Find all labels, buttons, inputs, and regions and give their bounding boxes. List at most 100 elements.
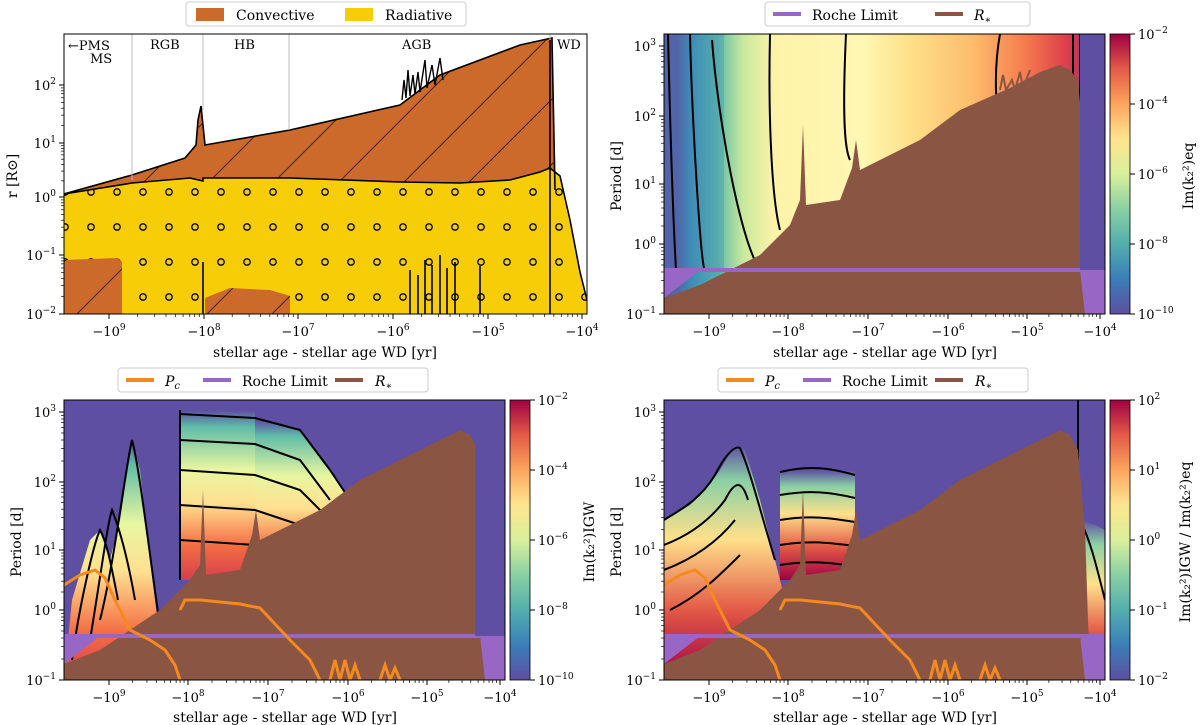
- x-tick-label: −107: [251, 689, 284, 706]
- x-tick-label: −104: [565, 323, 598, 340]
- rstar-area-igw: [64, 430, 490, 680]
- panel-structure: Convective Radiative ←PMS M: [5, 1, 599, 361]
- x-tick-label: −105: [1010, 689, 1043, 706]
- x-tick-label: −108: [771, 689, 804, 706]
- y-tick-label: 10−1: [26, 672, 56, 689]
- pc-line-igw: [64, 568, 402, 680]
- igw-wd-band: [475, 400, 505, 636]
- x-axis-label-igw: stellar age - stellar age WD [yr]: [173, 710, 397, 725]
- x-tick-label: −106: [376, 323, 409, 340]
- core-outline: [64, 167, 587, 301]
- phase-dividers: [131, 34, 551, 180]
- colorbar-tick-label: 10−6: [538, 532, 568, 549]
- panel-eq: Roche Limit R∗ −109 −108 −107 −106 −105 −104 …: [609, 1, 1197, 361]
- colorbar-tick-label: 10−8: [1138, 236, 1168, 253]
- igw-block-hb: [180, 410, 255, 580]
- x-axis-label-ratio: stellar age - stellar age WD [yr]: [773, 710, 997, 725]
- y-axis-structure: 10−2 10−1 100 101 102: [26, 77, 64, 323]
- x-axis-eq: −109 −108 −107 −106 −105 −104: [692, 314, 1117, 340]
- colorbar-tick-label: 10−1: [1138, 602, 1168, 619]
- phase-label-ms: MS: [90, 52, 112, 67]
- colorbar-ratio: [1109, 399, 1131, 681]
- legend-label-roche: Roche Limit: [242, 374, 328, 390]
- phase-label-hb: HB: [234, 38, 255, 53]
- y-tick-label: 103: [634, 38, 657, 55]
- x-axis-igw: −109 −108 −107 −106 −105 −104: [92, 680, 517, 706]
- plot-frame-eq: [663, 33, 1106, 315]
- y-axis-label-structure: r [R⊙]: [5, 154, 21, 198]
- colorbar-tick-label: 100: [1138, 532, 1161, 549]
- y-tick-label: 100: [34, 189, 57, 206]
- colorbar-tick-label: 10−4: [1138, 96, 1168, 113]
- colorbar-igw: [509, 399, 531, 681]
- x-tick-label: −105: [410, 689, 443, 706]
- legend-swatch-convective: [196, 8, 224, 21]
- plot-frame-igw: [63, 399, 506, 681]
- phase-label-rgb: RGB: [150, 38, 180, 53]
- phase-label-agb: AGB: [401, 38, 431, 53]
- y-axis-ratio: 10−1 100 101 102 103: [626, 404, 664, 689]
- colorbar-axis-ratio: 10−2 10−1 100 101 102: [1130, 392, 1168, 689]
- colorbar-tick-label: 10−8: [538, 602, 568, 619]
- y-axis-igw: 10−1 100 101 102 103: [26, 404, 64, 689]
- colorbar-tick-label: 10−6: [1138, 166, 1168, 183]
- legend-igw: Pc Roche Limit R∗: [117, 367, 429, 393]
- x-tick-label: −106: [931, 689, 964, 706]
- legend-swatch-radiative: [345, 8, 373, 21]
- x-tick-label: −106: [331, 689, 364, 706]
- phase-label-wd: WD: [557, 38, 581, 53]
- x-tick-label: −107: [851, 323, 884, 340]
- envelope-outline: [64, 37, 556, 195]
- legend-label-convective: Convective: [236, 8, 315, 24]
- y-tick-label: 100: [34, 602, 57, 619]
- legend-label-roche: Roche Limit: [812, 8, 898, 24]
- y-axis-eq: 10−1 100 101 102 103: [626, 38, 664, 323]
- convective-core-hb-hatch: [205, 288, 290, 314]
- x-tick-label: −105: [1010, 323, 1043, 340]
- colorbar-tick-label: 10−10: [538, 672, 574, 689]
- x-tick-label: −108: [771, 323, 804, 340]
- pc-line-ratio: [664, 568, 1002, 680]
- y-tick-label: 10−1: [26, 247, 56, 264]
- colorbar-axis-igw: 10−10 10−8 10−6 10−4 10−2: [530, 392, 574, 689]
- rstar-spikes-eq: [999, 69, 1031, 94]
- x-axis-label-structure: stellar age - stellar age WD [yr]: [213, 345, 437, 361]
- x-tick-label: −104: [483, 689, 516, 706]
- x-axis-label-eq: stellar age - stellar age WD [yr]: [773, 345, 997, 361]
- legend-label-pc: Pc: [764, 374, 780, 392]
- legend-structure: Convective Radiative: [185, 1, 467, 27]
- plot-frame-structure: [63, 33, 588, 315]
- igw-hill-1: [64, 440, 165, 680]
- eq-wd-band: [1080, 34, 1105, 270]
- y-tick-label: 102: [34, 77, 56, 94]
- y-tick-label: 101: [34, 135, 56, 152]
- thermal-pulses: [202, 40, 551, 314]
- y-tick-label: 10−1: [626, 672, 656, 689]
- legend-label-roche: Roche Limit: [842, 374, 928, 390]
- agb-pulse-spikes: [401, 57, 444, 101]
- phase-label-pms: ←PMS: [68, 39, 110, 54]
- legend-ratio: Pc Roche Limit R∗: [717, 367, 1029, 393]
- y-tick-label: 100: [634, 236, 657, 253]
- y-tick-label: 101: [634, 176, 656, 193]
- x-tick-label: −108: [171, 689, 204, 706]
- colorbar-label-igw: Im(k₂²)IGW: [582, 501, 598, 582]
- x-tick-label: −109: [92, 323, 125, 340]
- y-tick-label: 102: [634, 108, 656, 125]
- legend-eq: Roche Limit R∗: [764, 1, 1031, 27]
- panel-ratio: Pc Roche Limit R∗ −109 −108 −107 −106 −105 −1…: [609, 367, 1194, 725]
- x-tick-label: −104: [1083, 689, 1116, 706]
- colorbar-label-eq: Im(k₂²)eq: [1181, 143, 1197, 210]
- y-axis-label-eq: Period [d]: [609, 141, 625, 211]
- colorbar-tick-label: 10−2: [538, 392, 568, 409]
- legend-label-rstar: R∗: [973, 8, 991, 26]
- x-tick-label: −109: [692, 689, 725, 706]
- legend-label-rstar: R∗: [974, 374, 992, 392]
- y-axis-label-igw: Period [d]: [9, 507, 25, 577]
- y-tick-label: 101: [634, 542, 656, 559]
- x-tick-label: −104: [1083, 323, 1116, 340]
- colorbar-axis-eq: 10−10 10−8 10−6 10−4 10−2: [1130, 26, 1174, 323]
- y-tick-label: 10−1: [626, 306, 656, 323]
- colorbar-tick-label: 10−2: [1138, 26, 1168, 43]
